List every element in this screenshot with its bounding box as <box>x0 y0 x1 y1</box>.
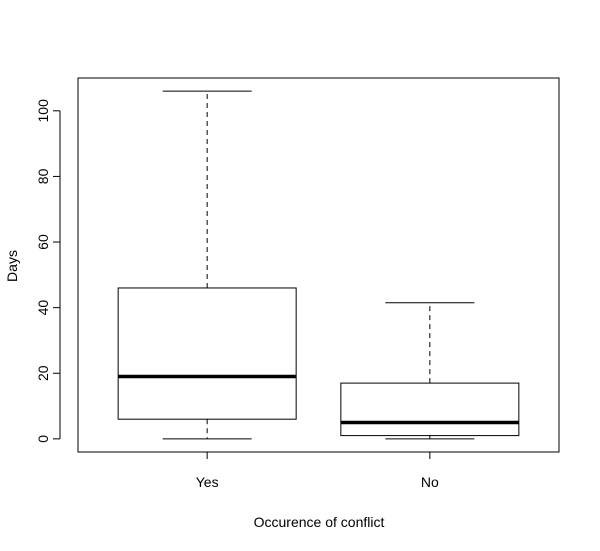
x-tick-label: Yes <box>196 474 219 490</box>
box-yes <box>117 90 297 440</box>
box-no <box>340 302 520 440</box>
interquartile-box <box>117 287 297 420</box>
y-tick-label: 100 <box>35 99 51 123</box>
box-series <box>117 90 520 440</box>
x-axis: Yes No <box>196 451 439 490</box>
x-axis-label: Occurence of conflict <box>254 514 385 530</box>
interquartile-box <box>340 382 520 437</box>
y-tick-label: 80 <box>35 168 51 184</box>
x-tick-label: No <box>421 474 439 490</box>
y-axis-label: Days <box>4 250 20 282</box>
y-axis: 0 20 40 60 80 100 <box>35 99 61 443</box>
y-tick-label: 40 <box>35 300 51 316</box>
y-tick-label: 0 <box>35 435 51 443</box>
y-tick-label: 60 <box>35 234 51 250</box>
y-tick-label: 20 <box>35 365 51 381</box>
